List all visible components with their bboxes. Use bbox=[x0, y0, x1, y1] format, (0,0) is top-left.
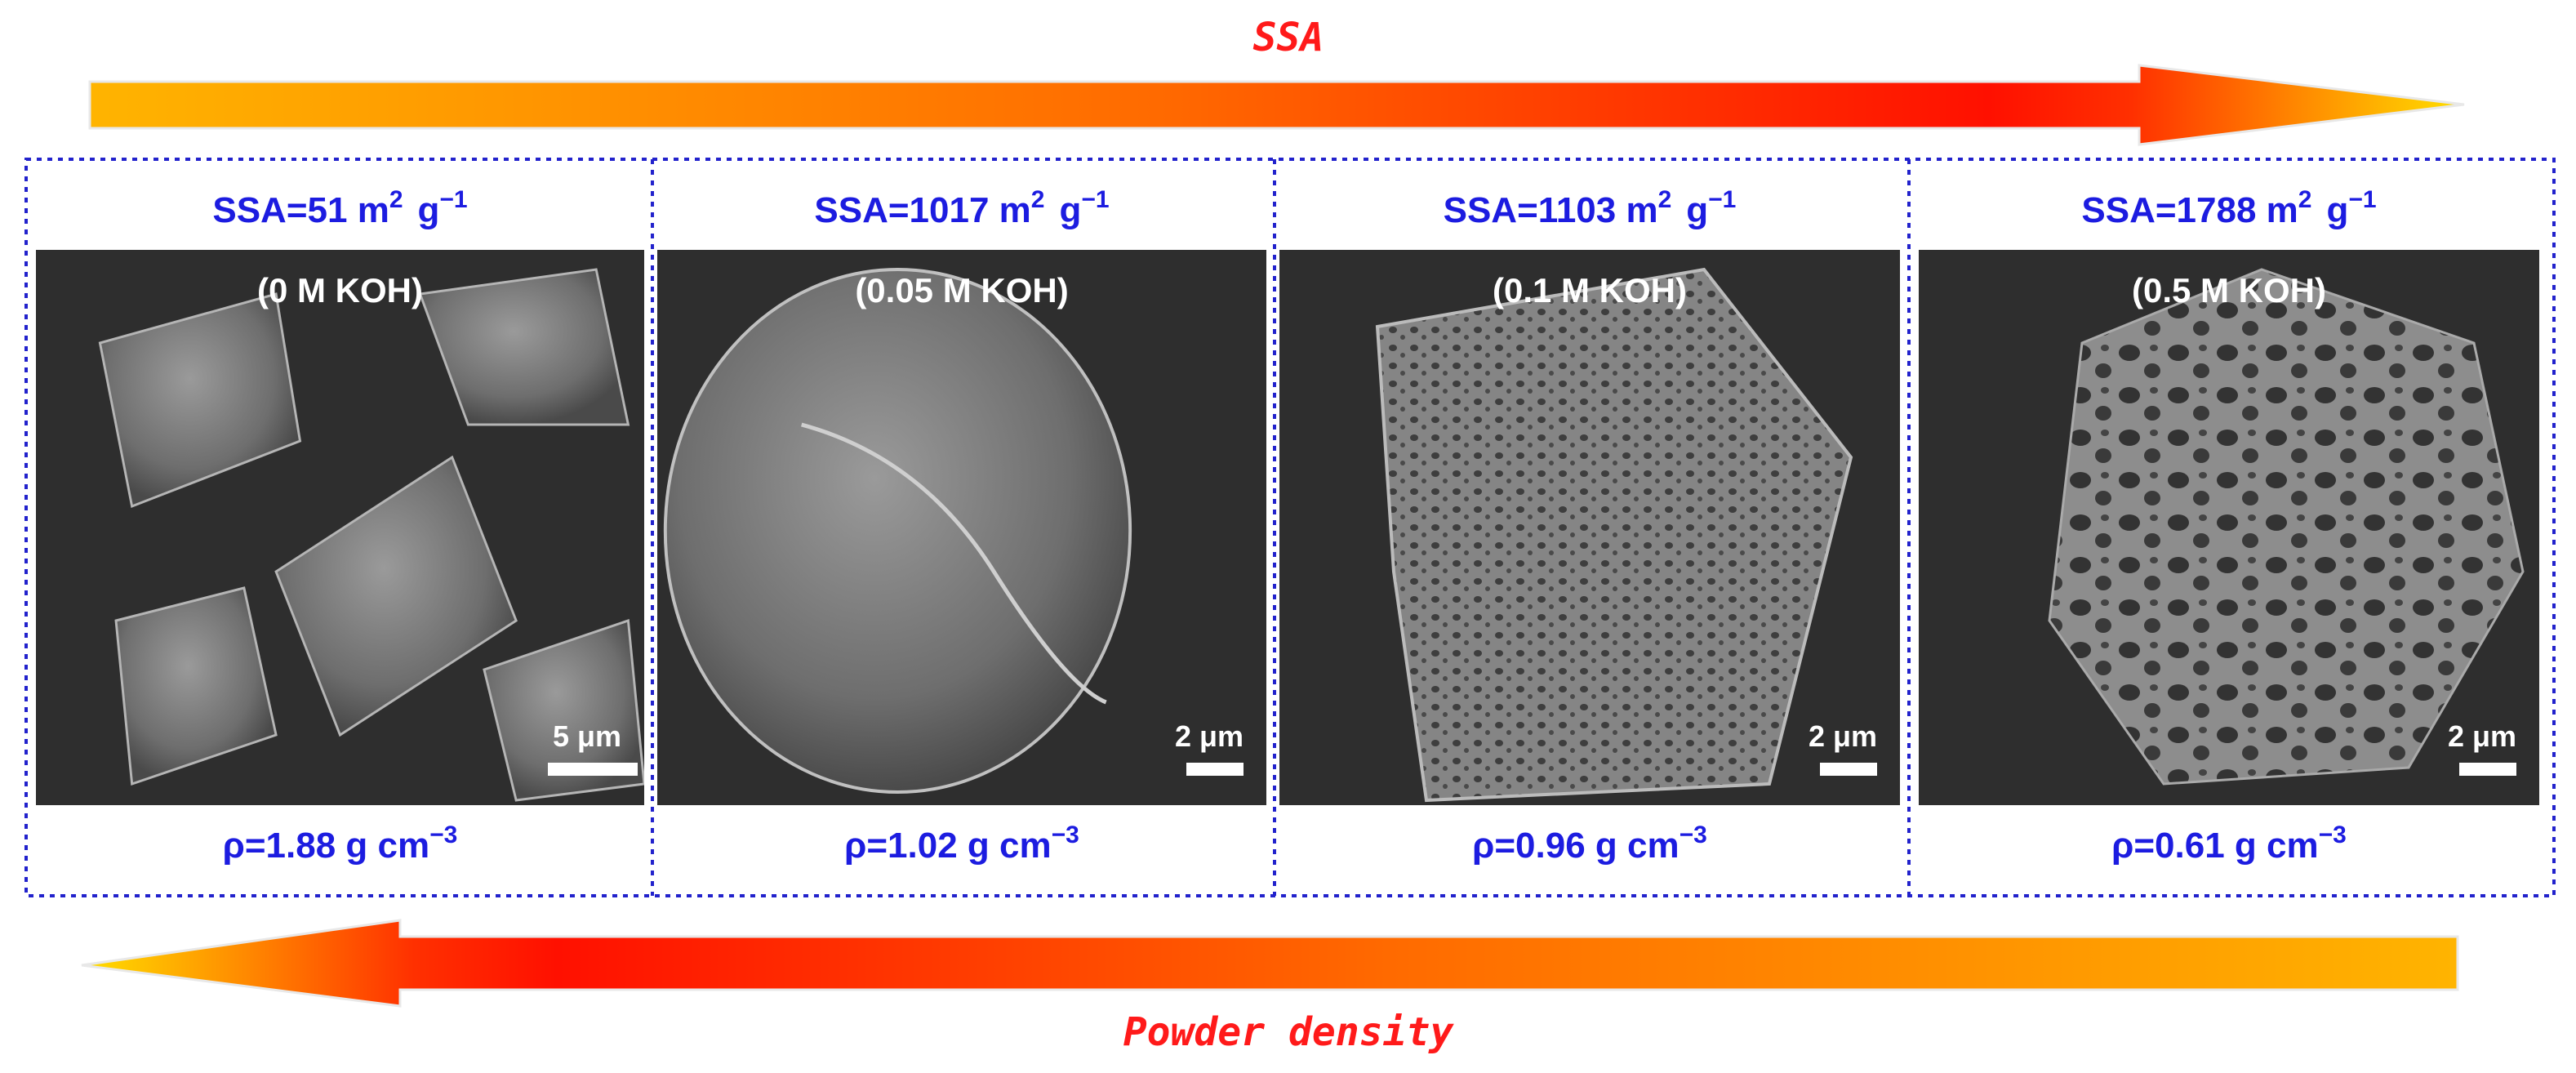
top-arrow-label: SSA bbox=[1253, 15, 1324, 60]
ssa-label: SSA=51 m2 g−1 bbox=[212, 186, 467, 230]
density-value: ρ=0.96 g cm bbox=[1472, 826, 1679, 866]
particle bbox=[418, 268, 630, 426]
top-arrow bbox=[88, 64, 2465, 146]
density-value: ρ=1.02 g cm bbox=[844, 826, 1051, 866]
panel: SSA=1017 m2 g−1 (0.05 M KOH) 2 μm ρ=1.02 g c… bbox=[657, 186, 1266, 866]
condition-label: (0.1 M KOH) bbox=[1493, 271, 1687, 309]
panel: SSA=1788 m2 g−1 (0.5 M KOH) 2 μm ρ=0.61 g cm… bbox=[1919, 186, 2539, 866]
particle bbox=[98, 292, 302, 509]
density-sup: −3 bbox=[1052, 821, 1079, 848]
scale-bar-label: 2 μm bbox=[2448, 719, 2516, 753]
density-label: ρ=0.96 g cm−3 bbox=[1472, 821, 1707, 866]
ssa-unit-sup: −1 bbox=[439, 186, 467, 213]
ssa-value: SSA=1103 m bbox=[1444, 190, 1658, 230]
sem-image bbox=[36, 250, 644, 805]
density-label: ρ=1.88 g cm−3 bbox=[223, 821, 458, 866]
panel-frame bbox=[24, 158, 2556, 897]
scale-bar bbox=[1820, 763, 1877, 776]
ssa-unit-sup: −1 bbox=[2348, 186, 2376, 213]
ssa-label: SSA=1017 m2 g−1 bbox=[814, 186, 1109, 230]
ssa-sup: 2 bbox=[1658, 186, 1672, 213]
bottom-arrow bbox=[81, 919, 2459, 1008]
scale-bar bbox=[1186, 763, 1244, 776]
density-sup: −3 bbox=[1680, 821, 1707, 848]
sem-image bbox=[1279, 250, 1900, 805]
ssa-unit: g bbox=[418, 190, 440, 230]
ssa-unit: g bbox=[1059, 190, 1081, 230]
panel: SSA=51 m2 g−1 (0 M KOH) 5 μm ρ=1.88 g cm−3 bbox=[36, 186, 644, 866]
ssa-label: SSA=1788 m2 g−1 bbox=[2081, 186, 2376, 230]
density-label: ρ=0.61 g cm−3 bbox=[2111, 821, 2347, 866]
ssa-value: SSA=1017 m bbox=[814, 190, 1030, 230]
particle bbox=[663, 268, 1132, 794]
sem-image bbox=[1919, 250, 2539, 805]
ssa-sup: 2 bbox=[1031, 186, 1045, 213]
condition-label: (0 M KOH) bbox=[257, 271, 423, 309]
density-sup: −3 bbox=[429, 821, 457, 848]
particle bbox=[1375, 267, 1853, 803]
sem-image bbox=[657, 250, 1266, 805]
ssa-label: SSA=1103 m2 g−1 bbox=[1444, 186, 1737, 230]
particle bbox=[114, 586, 278, 786]
panel: SSA=1103 m2 g−1 (0.1 M KOH) 2 μm ρ=0.96 g cm… bbox=[1279, 186, 1900, 866]
ssa-value: SSA=1788 m bbox=[2081, 190, 2298, 230]
scale-bar-label: 2 μm bbox=[1809, 719, 1877, 753]
density-value: ρ=1.88 g cm bbox=[223, 826, 429, 866]
density-value: ρ=0.61 g cm bbox=[2111, 826, 2318, 866]
scale-bar bbox=[2459, 763, 2516, 776]
density-label: ρ=1.02 g cm−3 bbox=[844, 821, 1079, 866]
condition-label: (0.5 M KOH) bbox=[2132, 271, 2326, 309]
ssa-sup: 2 bbox=[2298, 186, 2312, 213]
ssa-unit-sup: −1 bbox=[1081, 186, 1109, 213]
ssa-unit: g bbox=[1686, 190, 1708, 230]
bottom-arrow-label: Powder density bbox=[1123, 1009, 1455, 1055]
particle bbox=[274, 455, 518, 737]
panels: SSA=51 m2 g−1(0 M KOH)5 μmρ=1.88 g cm−3SS… bbox=[36, 159, 2539, 896]
density-sup: −3 bbox=[2319, 821, 2347, 848]
scale-bar-label: 5 μm bbox=[553, 719, 621, 753]
ssa-value: SSA=51 m bbox=[212, 190, 389, 230]
scale-bar-label: 2 μm bbox=[1175, 719, 1244, 753]
ssa-unit-sup: −1 bbox=[1708, 186, 1736, 213]
ssa-unit: g bbox=[2326, 190, 2348, 230]
particle bbox=[2048, 268, 2525, 786]
particle bbox=[483, 618, 644, 802]
ssa-sup: 2 bbox=[389, 186, 403, 213]
particle-ridge bbox=[801, 422, 1107, 705]
condition-label: (0.05 M KOH) bbox=[855, 271, 1068, 309]
scale-bar bbox=[548, 763, 638, 776]
